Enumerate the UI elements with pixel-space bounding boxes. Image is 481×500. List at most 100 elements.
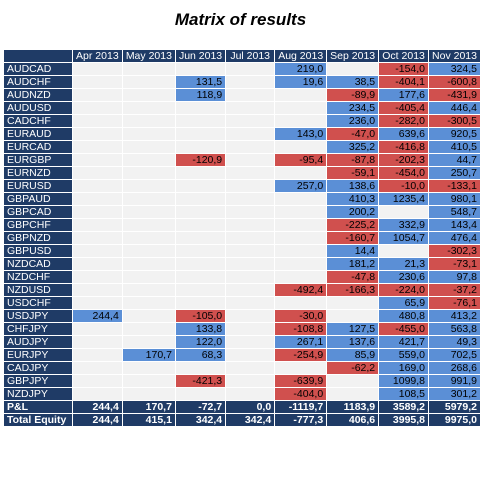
matrix-cell: 97,8 [428,270,481,284]
results-matrix: Apr 2013 May 2013 Jun 2013 Jul 2013 Aug … [3,49,481,427]
matrix-cell [121,335,176,349]
row-label: GBPCAD [3,205,73,219]
row-label: CADCHF [3,114,73,128]
matrix-cell: -95,4 [274,153,328,167]
table-row: GBPAUD 410,3 1235,4 980,1 [3,192,481,206]
matrix-cell [121,179,176,193]
matrix-cell: 559,0 [378,348,430,362]
matrix-cell: 563,8 [428,322,481,336]
matrix-cell [225,140,276,154]
table-row: GBPJPY -421,3 -639,9 1099,8 991,9 [3,374,481,388]
matrix-cell [225,88,276,102]
matrix-cell: 446,4 [428,101,481,115]
row-label: GBPUSD [3,244,73,258]
matrix-cell [225,75,276,89]
matrix-cell [274,296,328,310]
matrix-cell: 143,0 [274,127,328,141]
row-label: AUDCAD [3,62,73,76]
matrix-cell [71,153,123,167]
matrix-cell [225,218,276,232]
table-row: EURAUD 143,0 -47,0 639,6 920,5 [3,127,481,141]
matrix-cell: 476,4 [428,231,481,245]
row-label: AUDNZD [3,88,73,102]
row-label: NZDCAD [3,257,73,271]
matrix-cell [121,62,176,76]
matrix-cell [225,62,276,76]
matrix-cell [225,205,276,219]
matrix-cell [225,270,276,284]
matrix-cell: -37,2 [428,283,481,297]
summary-cell: 9975,0 [428,413,481,427]
matrix-cell [71,205,123,219]
matrix-cell: -120,9 [174,153,227,167]
matrix-cell: 118,9 [174,88,227,102]
matrix-cell: 143,4 [428,218,481,232]
row-label: EURGBP [3,153,73,167]
summary-cell: 244,4 [71,413,123,427]
matrix-cell: 410,5 [428,140,481,154]
matrix-cell [121,244,176,258]
matrix-cell: 85,9 [326,348,380,362]
matrix-cell [121,296,176,310]
matrix-cell: -431,9 [428,88,481,102]
matrix-cell [326,374,380,388]
matrix-cell: -108,8 [274,322,328,336]
matrix-cell: 268,6 [428,361,481,375]
matrix-cell [174,296,227,310]
matrix-cell [274,140,328,154]
matrix-cell: -76,1 [428,296,481,310]
matrix-cell: 127,5 [326,322,380,336]
row-label: NZDCHF [3,270,73,284]
matrix-cell [225,257,276,271]
matrix-cell [71,127,123,141]
row-label: USDJPY [3,309,73,323]
matrix-cell [274,270,328,284]
summary-label: P&L [3,400,73,414]
row-label: USDCHF [3,296,73,310]
matrix-cell [121,270,176,284]
chart-title: Matrix of results [174,10,307,29]
matrix-cell [326,296,380,310]
matrix-cell: 230,6 [378,270,430,284]
matrix-cell: 421,7 [378,335,430,349]
matrix-cell [121,192,176,206]
matrix-cell [71,244,123,258]
matrix-cell [71,88,123,102]
matrix-cell [121,101,176,115]
table-row: NZDCHF -47,8 230,6 97,8 [3,270,481,284]
matrix-cell: -639,9 [274,374,328,388]
matrix-cell: -59,1 [326,166,380,180]
row-label: AUDJPY [3,335,73,349]
column-header: May 2013 [121,49,176,63]
table-row: EURJPY 170,7 68,3 -254,9 85,9 559,0 702,5 [3,348,481,362]
column-header: Jun 2013 [174,49,227,63]
column-header: Nov 2013 [428,49,481,63]
matrix-cell: -47,0 [326,127,380,141]
table-row: EURNZD -59,1 -454,0 250,7 [3,166,481,180]
matrix-cell [274,192,328,206]
matrix-cell [174,114,227,128]
summary-cell: 0,0 [225,400,276,414]
matrix-cell [326,387,380,401]
matrix-cell [225,166,276,180]
matrix-cell: -47,8 [326,270,380,284]
matrix-cell [121,114,176,128]
matrix-cell [274,231,328,245]
matrix-cell [225,322,276,336]
row-label: EURAUD [3,127,73,141]
row-label: NZDUSD [3,283,73,297]
matrix-cell: 68,3 [174,348,227,362]
table-row: USDJPY 244,4 -105,0 -30,0 480,8 413,2 [3,309,481,323]
matrix-cell [71,192,123,206]
matrix-cell [326,309,380,323]
matrix-cell [225,127,276,141]
row-label: GBPAUD [3,192,73,206]
matrix-cell: 980,1 [428,192,481,206]
summary-cell: 5979,2 [428,400,481,414]
summary-cell: 415,1 [121,413,176,427]
matrix-cell [274,88,328,102]
matrix-cell [274,166,328,180]
matrix-cell [121,361,176,375]
matrix-cell [71,179,123,193]
matrix-cell: 14,4 [326,244,380,258]
